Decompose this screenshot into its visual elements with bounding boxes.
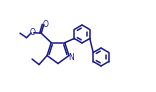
Text: O: O	[29, 28, 35, 37]
Text: N: N	[68, 53, 74, 62]
Text: O: O	[42, 20, 48, 29]
